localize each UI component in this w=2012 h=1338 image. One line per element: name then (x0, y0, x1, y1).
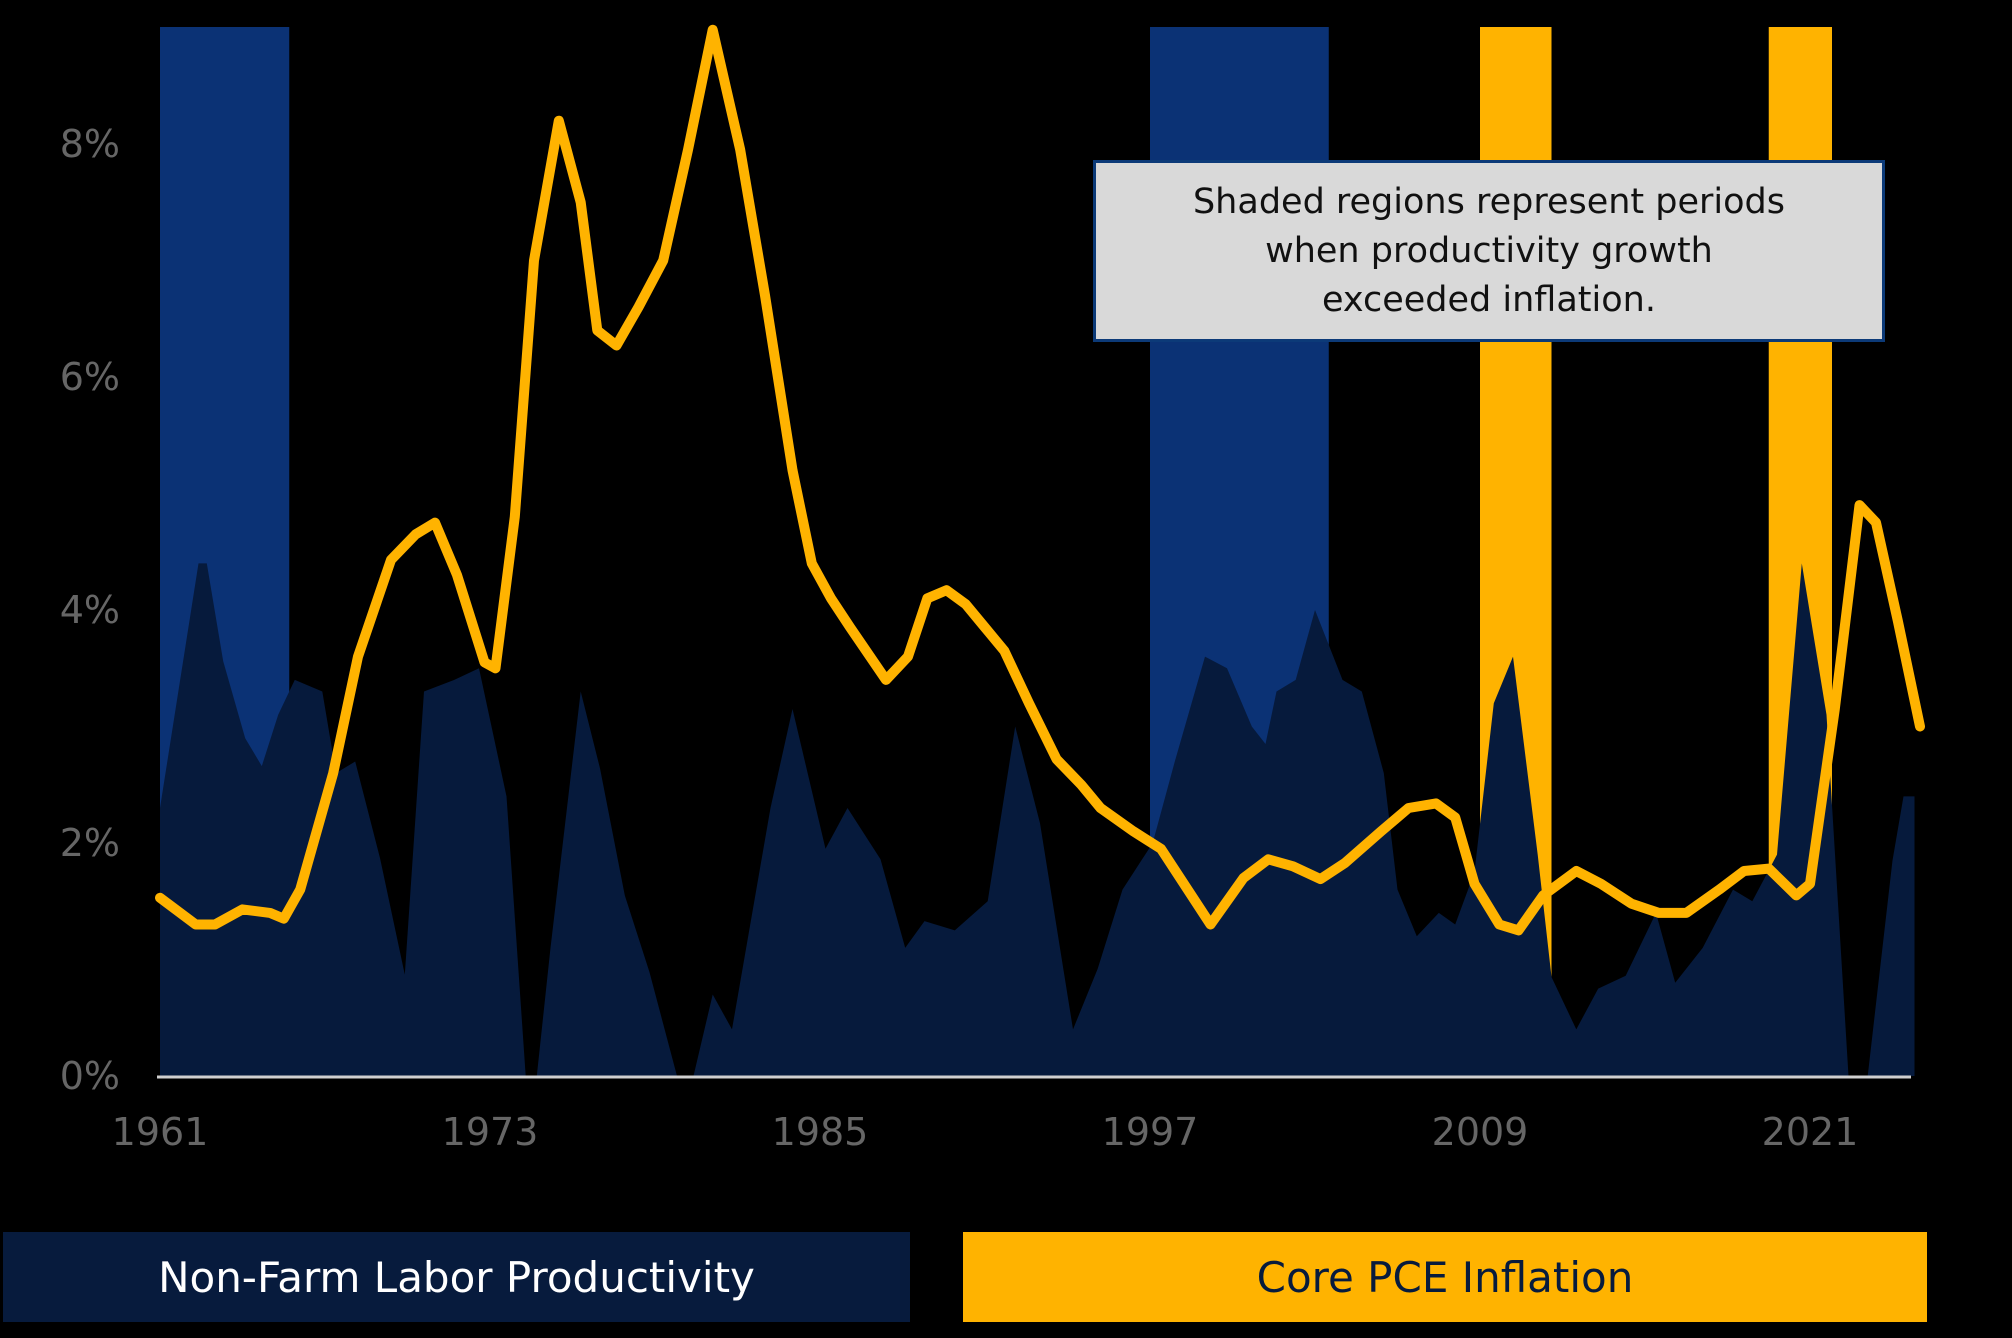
y-tick-label: 6% (59, 355, 120, 399)
legend-productivity: Non-Farm Labor Productivity (3, 1232, 910, 1322)
y-tick-label: 0% (59, 1054, 120, 1098)
x-tick-label: 1973 (441, 1110, 539, 1154)
inflation-line-series (155, 24, 1925, 936)
x-tick-label: 1985 (771, 1110, 869, 1154)
productivity-area-series (160, 563, 1915, 1076)
annotation-line-2: when productivity growth (1265, 230, 1713, 271)
y-tick-label: 4% (59, 588, 120, 632)
legend-productivity-label: Non-Farm Labor Productivity (158, 1252, 755, 1302)
x-tick-label: 1961 (111, 1110, 209, 1154)
annotation-line-1: Shaded regions represent periods (1192, 181, 1786, 222)
x-tick-label: 2009 (1431, 1110, 1529, 1154)
y-tick-label: 8% (59, 122, 120, 166)
legend-inflation: Core PCE Inflation (963, 1232, 1927, 1322)
annotation-line-3: exceeded inflation. (1321, 279, 1656, 320)
legend-inflation-label: Core PCE Inflation (1256, 1252, 1634, 1302)
x-tick-label: 1997 (1101, 1110, 1199, 1154)
annotation-box: Shaded regions represent periods when pr… (1093, 160, 1885, 342)
x-tick-label: 2021 (1761, 1110, 1859, 1154)
y-tick-label: 2% (59, 821, 120, 865)
